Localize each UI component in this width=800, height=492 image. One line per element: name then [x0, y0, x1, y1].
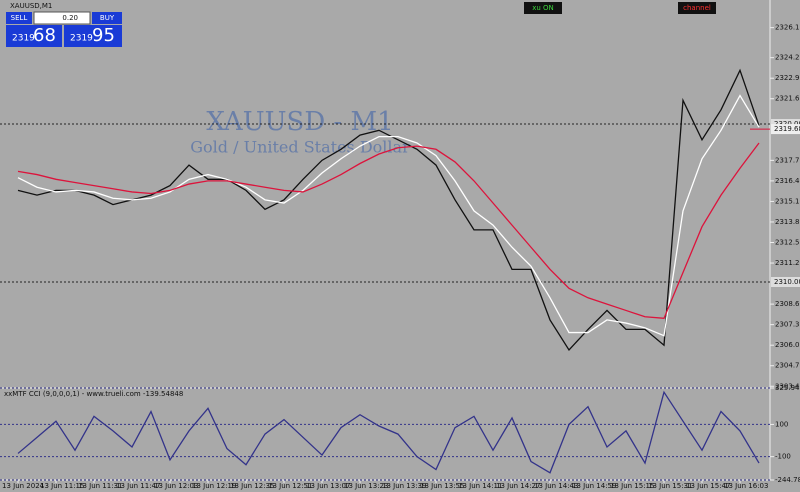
- y-tick-label: 2326.10: [775, 24, 800, 32]
- y-tick-label: 2308.60: [775, 300, 800, 308]
- buy-price-big[interactable]: 2319: [70, 34, 93, 44]
- x-tick-label: 13 Jun 13:07: [306, 482, 350, 490]
- xu-button[interactable]: [524, 2, 562, 14]
- y-tick-label: 2321.60: [775, 95, 800, 103]
- buy-price-small[interactable]: 95: [92, 25, 115, 46]
- y-tick-label: 2307.30: [775, 321, 800, 329]
- level-box: [771, 276, 800, 287]
- buy-button[interactable]: [92, 12, 122, 24]
- y-tick-label: 2317.70: [775, 156, 800, 164]
- sell-price-small[interactable]: 68: [33, 25, 56, 46]
- x-tick-label: 13 Jun 15:31: [648, 482, 692, 490]
- level-box: [771, 119, 800, 130]
- sell-price[interactable]: [6, 25, 62, 47]
- sell-label[interactable]: SELL: [11, 14, 28, 22]
- trade-panel: SELL 0.20 BUY 2319 68 2319 95: [6, 11, 122, 47]
- y-tick-label: 100: [775, 420, 788, 428]
- y-tick-label: 2303.40: [775, 382, 800, 390]
- y-tick-label: 2313.80: [775, 218, 800, 226]
- lot-input[interactable]: [33, 11, 91, 25]
- lot-value[interactable]: 0.20: [62, 14, 78, 22]
- x-tick-label: 13 Jun 12:03: [154, 482, 198, 490]
- y-tick-label: 2324.20: [775, 54, 800, 62]
- x-tick-label: 13 Jun 12:19: [192, 482, 236, 490]
- y-tick-label: 325.94194: [775, 384, 800, 392]
- y-tick-label: 2315.10: [775, 197, 800, 205]
- bid-box: [771, 124, 800, 135]
- series-line: [17, 142, 760, 320]
- x-tick-label: 13 Jun 11:15: [40, 482, 84, 490]
- level-label: 2310.00: [774, 278, 800, 286]
- x-tick-label: 13 Jun 13:23: [344, 482, 388, 490]
- watermark-title: XAUUSD - M1: [206, 107, 393, 137]
- watermark-subtitle: Gold / United States Dollar: [190, 138, 410, 157]
- x-tick-label: 13 Jun 14:43: [534, 482, 578, 490]
- x-tick-label: 13 Jun 14:11: [458, 482, 502, 490]
- y-tick-label: 2312.50: [775, 239, 800, 247]
- window-title: XAUUSD,M1: [10, 2, 52, 10]
- series-line: [17, 390, 760, 474]
- bid-label: 2319.68: [774, 125, 800, 133]
- channel-label[interactable]: channel: [683, 4, 711, 12]
- channel-button[interactable]: [678, 2, 716, 14]
- series-line: [17, 94, 760, 337]
- x-tick-label: 13 Jun 15:47: [686, 482, 730, 490]
- y-tick-label: -244.7807: [775, 476, 800, 484]
- x-tick-label: 13 Jun 2024: [2, 482, 45, 490]
- y-tick-label: 2304.70: [775, 362, 800, 370]
- indicator-title: xxMTF CCI (9,0,0,0,1) - www.trueli.com -…: [4, 390, 183, 398]
- y-tick-label: 2306.00: [775, 341, 800, 349]
- buy-price[interactable]: [64, 25, 122, 47]
- x-tick-label: 13 Jun 14:27: [496, 482, 540, 490]
- x-tick-label: 13 Jun 14:59: [572, 482, 616, 490]
- xu-label[interactable]: xu ON: [532, 4, 554, 12]
- x-tick-label: 13 Jun 13:55: [420, 482, 464, 490]
- x-tick-label: 13 Jun 13:39: [382, 482, 426, 490]
- series-line: [17, 68, 760, 351]
- x-tick-label: 13 Jun 11:31: [78, 482, 122, 490]
- sell-button[interactable]: [6, 12, 32, 24]
- y-tick-label: 2322.90: [775, 74, 800, 82]
- level-label: 2320.00: [774, 120, 800, 128]
- x-tick-label: 13 Jun 16:03: [724, 482, 768, 490]
- x-tick-label: 13 Jun 12:35: [230, 482, 274, 490]
- buy-label[interactable]: BUY: [100, 14, 115, 22]
- x-tick-label: 13 Jun 15:15: [610, 482, 654, 490]
- x-tick-label: 13 Jun 11:47: [116, 482, 160, 490]
- y-tick-label: 2316.40: [775, 177, 800, 185]
- sell-price-big[interactable]: 2319: [12, 34, 35, 44]
- y-tick-label: 2311.20: [775, 259, 800, 267]
- x-tick-label: 13 Jun 12:51: [268, 482, 312, 490]
- y-tick-label: -100: [775, 453, 791, 461]
